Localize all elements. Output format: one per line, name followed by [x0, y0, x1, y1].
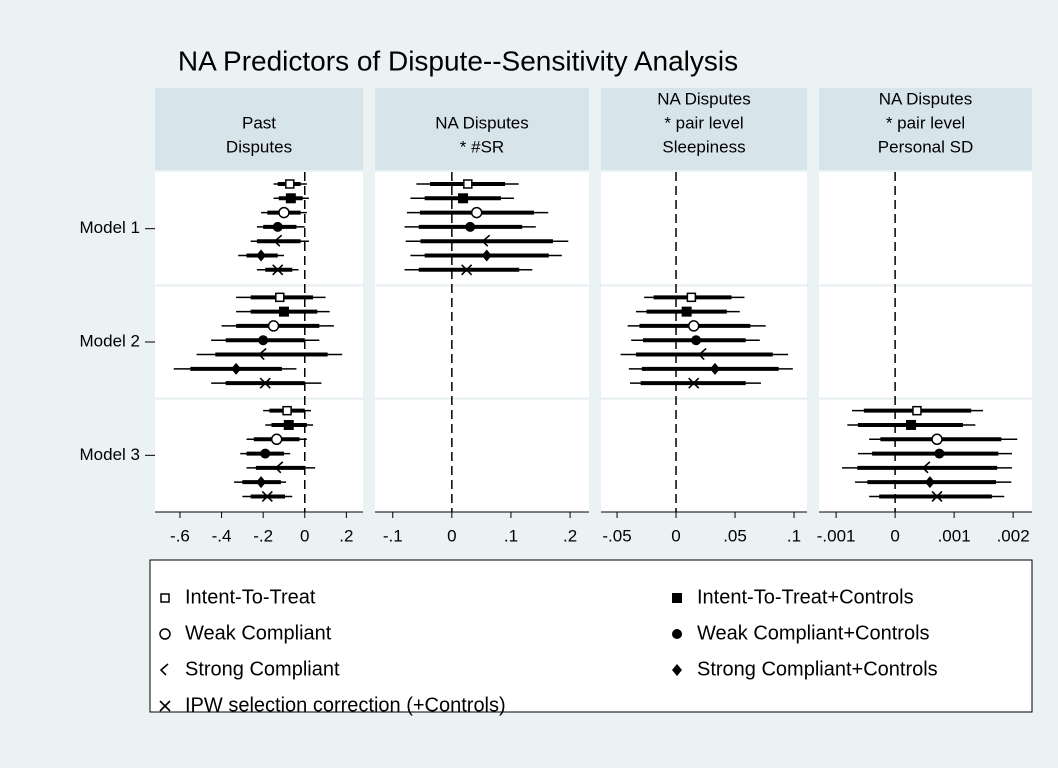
y-tick-label: Model 2 — [80, 331, 140, 350]
marker — [259, 377, 271, 389]
marker — [709, 362, 720, 375]
legend-label: IPW selection correction (+Controls) — [185, 694, 506, 716]
plot-area — [819, 172, 1032, 512]
marker — [272, 264, 284, 276]
panel-title: * pair level — [886, 113, 965, 132]
marker — [278, 206, 290, 219]
x-tick-label: .2 — [339, 526, 353, 545]
marker — [931, 433, 943, 446]
x-tick-label: -.001 — [817, 526, 856, 545]
marker — [672, 593, 682, 603]
marker — [160, 593, 170, 603]
marker — [912, 405, 922, 416]
marker — [465, 221, 476, 232]
marker — [258, 335, 269, 346]
y-tick-label: Model 1 — [80, 218, 140, 237]
panel-title: * pair level — [664, 113, 743, 132]
marker — [921, 461, 931, 474]
marker — [481, 234, 491, 247]
marker — [256, 249, 267, 262]
marker — [272, 221, 283, 232]
panel-title: Sleepiness — [662, 137, 745, 156]
panel-title: NA Disputes — [657, 89, 751, 108]
x-tick-label: -.4 — [212, 526, 232, 545]
marker — [274, 461, 284, 474]
marker — [691, 335, 702, 346]
legend-label: Intent-To-Treat+Controls — [697, 586, 914, 608]
panel-title: Disputes — [226, 137, 292, 156]
marker — [461, 264, 473, 276]
marker — [686, 292, 697, 303]
marker — [681, 306, 692, 317]
marker — [481, 249, 492, 262]
x-tick-label: .002 — [997, 526, 1030, 545]
marker — [270, 433, 283, 446]
marker — [697, 347, 707, 361]
legend-label: Weak Compliant — [185, 622, 332, 644]
marker — [672, 664, 682, 676]
plot-area — [375, 172, 589, 512]
marker — [273, 234, 283, 247]
x-tick-label: 0 — [671, 526, 680, 545]
x-tick-label: -.1 — [383, 526, 403, 545]
y-tick-label: Model 3 — [80, 445, 140, 464]
marker — [470, 206, 483, 219]
marker — [257, 347, 267, 361]
marker — [283, 419, 294, 430]
panel-title: NA Disputes — [879, 89, 973, 108]
legend-label: Strong Compliant — [185, 658, 340, 680]
marker — [256, 476, 267, 489]
x-tick-label: 0 — [890, 526, 899, 545]
x-tick-label: .05 — [723, 526, 747, 545]
x-tick-label: .1 — [787, 526, 801, 545]
marker — [267, 320, 280, 332]
x-tick-label: 0 — [300, 526, 309, 545]
marker — [278, 306, 289, 317]
marker — [672, 629, 682, 639]
panel-title: * #SR — [460, 137, 504, 156]
x-tick-label: -.6 — [170, 526, 190, 545]
panel-title: NA Disputes — [435, 113, 529, 132]
x-tick-label: .001 — [938, 526, 971, 545]
legend-label: Strong Compliant+Controls — [697, 658, 938, 680]
marker — [260, 448, 271, 459]
panel-header — [155, 88, 363, 170]
x-tick-label: .1 — [504, 526, 518, 545]
x-tick-label: -.2 — [253, 526, 273, 545]
marker — [159, 700, 171, 712]
legend-label: Weak Compliant+Controls — [697, 622, 930, 644]
marker — [463, 179, 473, 189]
marker — [282, 405, 292, 416]
x-tick-label: .2 — [563, 526, 577, 545]
x-tick-label: 0 — [447, 526, 456, 545]
legend — [149, 559, 1033, 713]
marker — [934, 448, 945, 459]
marker — [159, 663, 169, 676]
panel-header — [819, 88, 1032, 170]
marker — [261, 490, 273, 503]
marker — [458, 193, 469, 204]
panel-title: Personal SD — [878, 137, 973, 156]
marker — [906, 419, 917, 430]
panel-header — [601, 88, 807, 170]
legend-label: Intent-To-Treat — [185, 586, 316, 608]
marker — [285, 179, 295, 189]
marker — [285, 193, 296, 204]
chart-title: NA Predictors of Dispute--Sensitivity An… — [178, 45, 738, 76]
marker — [275, 292, 285, 303]
x-tick-label: -.05 — [602, 526, 631, 545]
marker — [159, 628, 171, 640]
marker — [931, 490, 943, 503]
panel-title: Past — [242, 113, 276, 132]
marker — [687, 320, 700, 332]
marker — [688, 377, 700, 389]
marker — [231, 362, 242, 375]
marker — [924, 476, 935, 489]
panel-header — [375, 88, 589, 170]
